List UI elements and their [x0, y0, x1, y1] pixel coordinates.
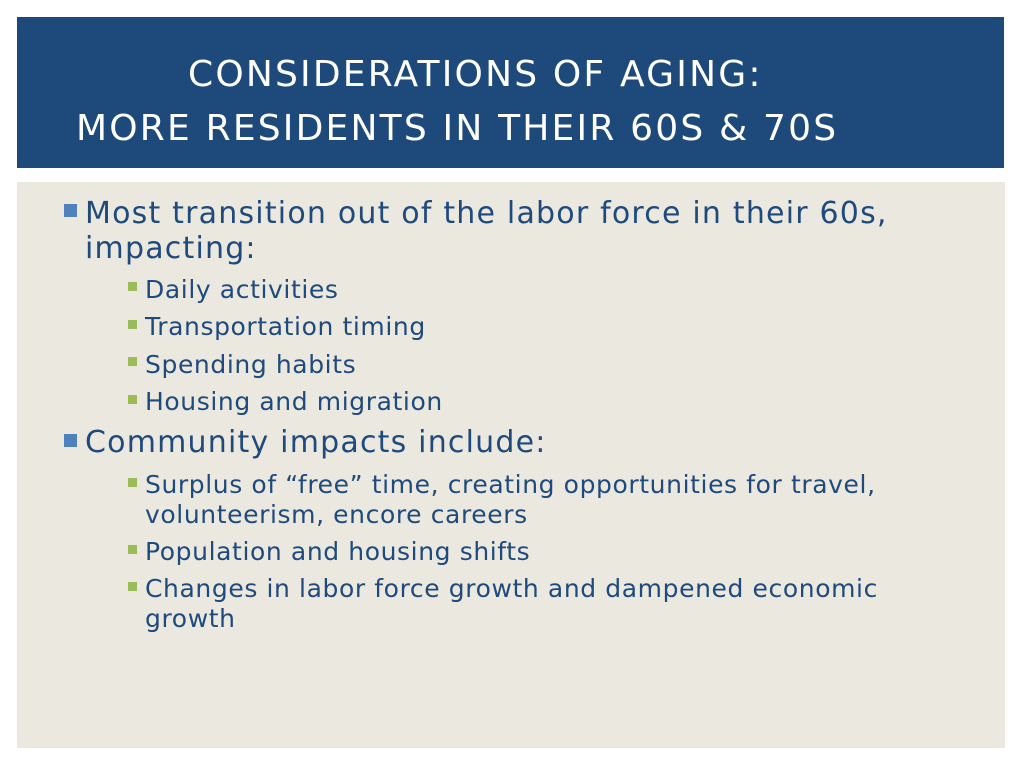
- slide-title-line-2: MORE RESIDENTS IN THEIR 60S & 70S: [76, 108, 839, 149]
- square-bullet-icon: [64, 204, 77, 217]
- square-bullet-icon: [128, 478, 137, 487]
- square-bullet-icon: [128, 545, 137, 554]
- square-bullet-icon: [128, 320, 137, 329]
- square-bullet-icon: [128, 395, 137, 404]
- sub-bullet-surplus-free-time-line-2: volunteerism, encore careers: [145, 500, 528, 529]
- sub-bullet-labor-force-growth-line-1: Changes in labor force growth and dampen…: [145, 574, 878, 603]
- sub-bullet-population-housing-shifts: Population and housing shifts: [145, 537, 531, 566]
- sub-bullet-daily-activities: Daily activities: [145, 275, 339, 304]
- sub-bullet-surplus-free-time-line-1: Surplus of “free” time, creating opportu…: [145, 470, 876, 499]
- square-bullet-icon: [64, 434, 77, 447]
- sub-bullet-spending-habits: Spending habits: [145, 350, 357, 379]
- title-bar: CONSIDERATIONS OF AGING: MORE RESIDENTS …: [17, 17, 1004, 168]
- square-bullet-icon: [128, 282, 137, 291]
- content-area: Most transition out of the labor force i…: [17, 182, 1005, 748]
- square-bullet-icon: [128, 582, 137, 591]
- bullet-text-community-impacts: Community impacts include:: [85, 425, 547, 460]
- bullet-text-labor-force-line-1: Most transition out of the labor force i…: [85, 196, 888, 231]
- square-bullet-icon: [128, 357, 137, 366]
- sub-bullet-housing-migration: Housing and migration: [145, 387, 443, 416]
- sub-bullet-transportation-timing: Transportation timing: [145, 312, 426, 341]
- slide-title-line-1: CONSIDERATIONS OF AGING:: [188, 54, 763, 95]
- bullet-text-labor-force-line-2: impacting:: [85, 231, 257, 266]
- sub-bullet-labor-force-growth-line-2: growth: [145, 604, 236, 633]
